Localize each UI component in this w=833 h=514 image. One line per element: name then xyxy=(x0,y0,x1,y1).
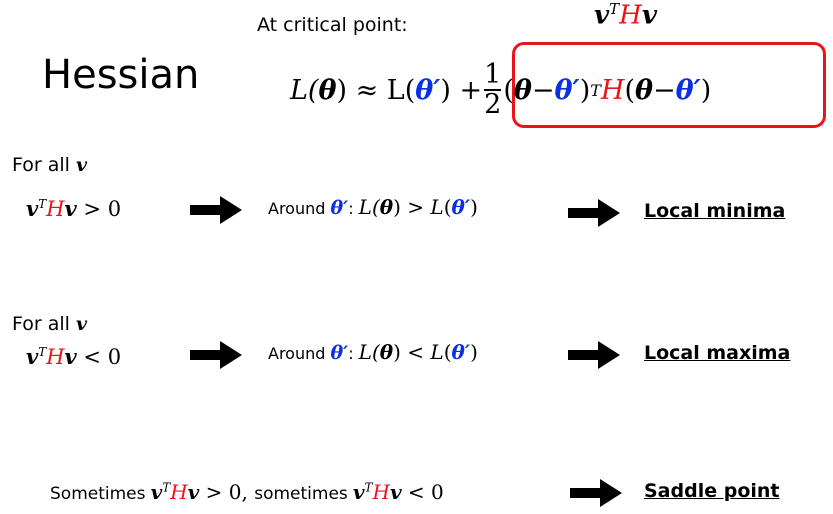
condition-negative: vTHv < 0 xyxy=(26,344,122,369)
right-arrow-icon xyxy=(570,479,622,507)
around-max-statement: Around θ′: L(θ) < L(θ′) xyxy=(268,340,478,364)
page-title: Hessian xyxy=(42,52,200,98)
vhv-expression-top: vTHv xyxy=(594,0,657,31)
for-all-v-label-2: For all v xyxy=(12,313,88,335)
right-arrow-icon xyxy=(190,196,242,224)
right-arrow-icon xyxy=(568,199,620,227)
for-all-v-label-1: For all v xyxy=(12,154,88,176)
critical-point-label: At critical point: xyxy=(257,14,408,36)
condition-positive: vTHv > 0 xyxy=(26,196,122,221)
saddle-condition: Sometimes vTHv > 0, sometimes vTHv < 0 xyxy=(50,480,444,504)
quadratic-term-highlight xyxy=(512,42,826,128)
result-local-maxima: Local maxima xyxy=(644,342,791,364)
right-arrow-icon xyxy=(568,341,620,369)
around-min-statement: Around θ′: L(θ) > L(θ′) xyxy=(268,195,478,219)
result-local-minima: Local minima xyxy=(644,200,786,222)
result-saddle-point: Saddle point xyxy=(644,480,780,502)
right-arrow-icon xyxy=(190,341,242,369)
